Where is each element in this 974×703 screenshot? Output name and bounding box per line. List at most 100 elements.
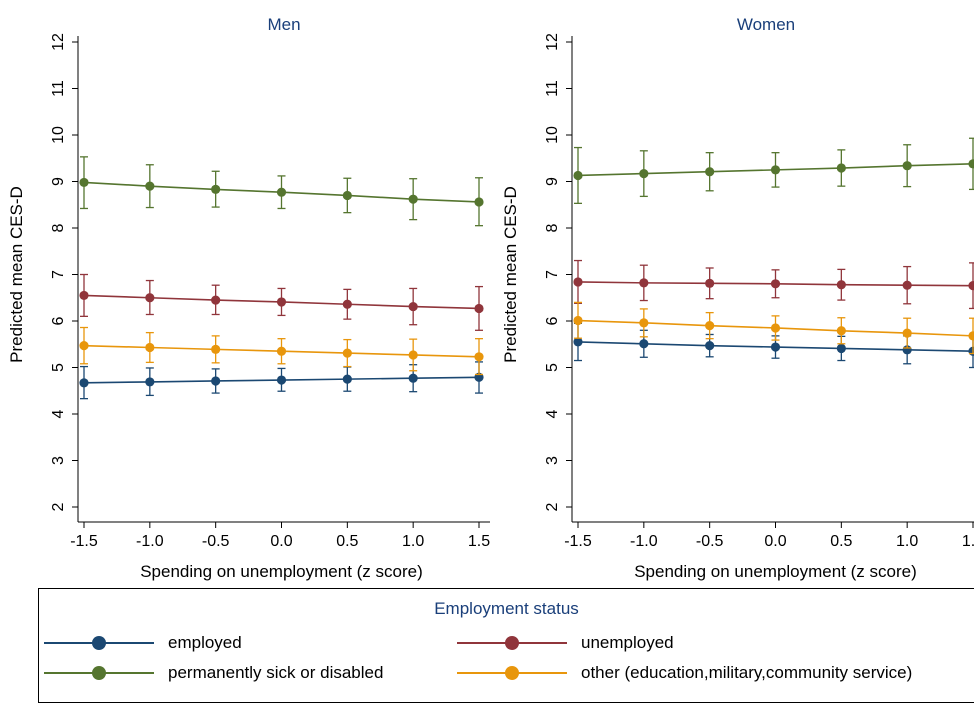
legend-title: Employment status <box>434 599 579 618</box>
data-point <box>79 177 89 188</box>
legend-label: other (education,military,community serv… <box>581 663 913 682</box>
data-point <box>211 376 221 386</box>
legend-label: permanently sick or disabled <box>168 663 384 682</box>
legend-item-other: other (education,military,community serv… <box>457 661 912 685</box>
data-point <box>145 181 155 191</box>
panel-title: Men <box>267 15 300 34</box>
panel-title: Women <box>737 15 795 34</box>
data-point <box>408 301 418 312</box>
data-point <box>705 341 715 351</box>
y-tick-label: 6 <box>544 316 561 325</box>
x-tick-label: 0.0 <box>270 533 292 550</box>
legend-label: employed <box>168 633 242 652</box>
data-point <box>342 299 352 309</box>
x-tick-label: 1.5 <box>468 533 490 550</box>
data-point <box>573 277 583 287</box>
data-point <box>573 315 583 326</box>
data-point <box>276 346 287 356</box>
y-tick-label: 8 <box>50 223 67 232</box>
y-tick-label: 4 <box>544 409 561 418</box>
data-point <box>836 280 846 290</box>
panel-men: Men 2 3 4 5 6 7 8 9 10 11 12 -1.5 -1.0 -0.5 0.0 0.5 1.0 1.… <box>7 15 490 581</box>
data-point <box>705 278 715 288</box>
series-other-education-military-community-service <box>573 301 974 355</box>
x-tick-label: -1.5 <box>70 533 98 550</box>
y-tick-label: 11 <box>544 80 561 97</box>
legend-item-unemployed: unemployed <box>457 631 674 655</box>
y-tick-label: 8 <box>544 223 561 232</box>
y-tick-label: 10 <box>544 126 561 144</box>
series-unemployed <box>79 273 484 331</box>
data-point <box>474 303 484 314</box>
data-point <box>276 375 287 385</box>
y-tick-label: 2 <box>50 502 67 511</box>
legend-item-permanently-sick: permanently sick or disabled <box>44 661 383 685</box>
data-point <box>474 197 484 207</box>
data-point <box>639 339 649 349</box>
data-point <box>968 281 974 291</box>
x-axis-label: Spending on unemployment (z score) <box>634 562 917 581</box>
data-point <box>968 159 974 169</box>
x-tick-label: -1.5 <box>564 533 592 550</box>
data-point <box>902 328 912 338</box>
y-tick-label: 5 <box>544 363 561 372</box>
data-point <box>79 341 89 351</box>
y-axis-label: Predicted mean CES-D <box>7 186 26 363</box>
legend: Employment status employed unemployed pe… <box>38 588 974 703</box>
x-tick-label: -1.0 <box>136 533 164 550</box>
x-tick-label: -1.0 <box>630 533 658 550</box>
data-point <box>639 278 649 288</box>
data-point <box>902 280 912 290</box>
legend-swatch <box>44 666 154 680</box>
data-point <box>474 352 484 362</box>
data-point <box>770 323 781 333</box>
y-tick-label: 9 <box>544 177 561 186</box>
legend-label: unemployed <box>581 633 674 652</box>
data-point <box>573 170 583 181</box>
data-point <box>408 373 418 383</box>
panel-women: Women 2 3 4 5 6 7 8 9 10 11 12 -1.5 -1.0 -0.5 0.0 0.5 1.0… <box>501 15 974 581</box>
data-point <box>836 343 846 354</box>
x-tick-label: 1.0 <box>896 533 918 550</box>
y-tick-label: 3 <box>50 456 67 465</box>
y-tick-label: 7 <box>544 270 561 279</box>
legend-swatch <box>457 666 567 680</box>
data-point <box>211 344 221 354</box>
y-tick-label: 12 <box>50 33 67 51</box>
x-tick-label: -0.5 <box>202 533 230 550</box>
data-point <box>145 293 155 303</box>
y-tick-label: 10 <box>50 126 67 144</box>
data-point <box>770 165 781 175</box>
x-tick-label: -0.5 <box>696 533 724 550</box>
data-point <box>639 318 649 328</box>
data-point <box>573 337 583 347</box>
series-permanently-sick-or-disabled <box>79 156 484 227</box>
x-tick-label: 0.5 <box>830 533 852 550</box>
legend-swatch <box>457 636 567 650</box>
data-point <box>836 326 846 336</box>
data-point <box>211 295 221 305</box>
series-other-education-military-community-service <box>79 326 484 376</box>
data-point <box>705 321 715 331</box>
data-point <box>276 297 287 307</box>
data-point <box>145 377 155 387</box>
data-point <box>145 342 155 353</box>
data-point <box>639 168 649 179</box>
data-point <box>705 167 715 177</box>
legend-swatch <box>44 636 154 650</box>
data-point <box>836 163 846 173</box>
y-tick-label: 12 <box>544 33 561 51</box>
y-tick-label: 5 <box>50 363 67 372</box>
y-tick-label: 6 <box>50 316 67 325</box>
x-axis-label: Spending on unemployment (z score) <box>140 562 423 581</box>
y-tick-label: 9 <box>50 177 67 186</box>
y-tick-label: 11 <box>50 80 67 97</box>
series-employed <box>79 361 484 400</box>
series-permanently-sick-or-disabled <box>573 137 974 205</box>
y-tick-label: 2 <box>544 502 561 511</box>
x-tick-label: 0.0 <box>764 533 786 550</box>
data-point <box>408 350 418 360</box>
figure: Men 2 3 4 5 6 7 8 9 10 11 12 -1.5 -1.0 -0.5 0.0 0.5 1.0 1.… <box>7 15 974 581</box>
data-point <box>968 331 974 341</box>
data-point <box>770 279 781 289</box>
